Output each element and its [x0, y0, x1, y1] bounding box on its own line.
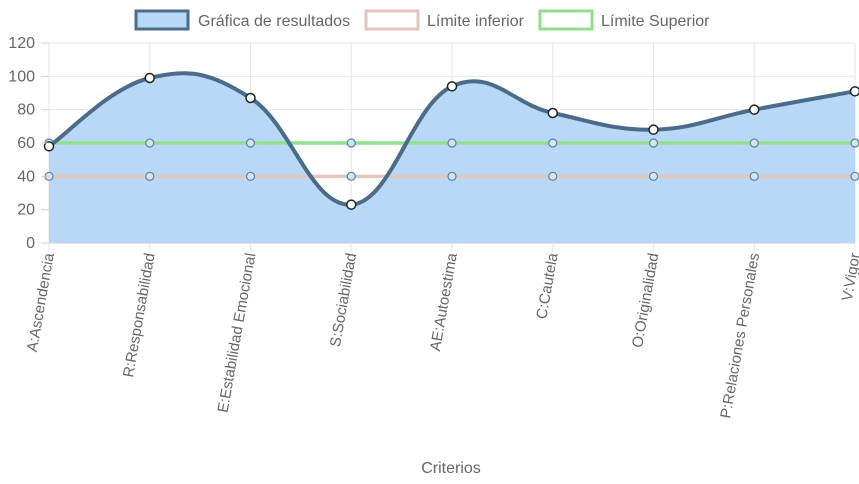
results-point[interactable]	[547, 107, 558, 119]
upper-limit-point[interactable]	[346, 138, 356, 148]
lower-limit-point[interactable]	[145, 171, 155, 181]
x-axis: A:Ascendencia R:Responsabilidad E:Estabili…	[24, 251, 859, 420]
legend-item-results[interactable]: Gráfica de resultados	[134, 9, 350, 31]
y-tick-label: 120	[8, 35, 35, 52]
legend-swatch	[134, 9, 190, 31]
x-tick-label: R:Responsabilidad	[120, 252, 159, 379]
upper-limit-point[interactable]	[749, 138, 759, 148]
legend-swatch	[538, 9, 594, 31]
lower-limit-point[interactable]	[548, 171, 558, 181]
results-point[interactable]	[43, 141, 55, 152]
y-tick-label: 40	[17, 168, 35, 185]
legend-label: Límite inferior	[427, 13, 525, 30]
upper-limit-point[interactable]	[145, 138, 155, 148]
x-tick-label: P:Relaciones Personales	[717, 252, 763, 420]
results-line	[47, 71, 856, 207]
lower-limit-point[interactable]	[850, 171, 859, 181]
x-axis-title: Criterios	[421, 460, 481, 477]
y-tick-label: 20	[17, 202, 35, 219]
results-point[interactable]	[245, 92, 256, 104]
results-area-fill	[49, 73, 855, 243]
lower-limit-point[interactable]	[648, 171, 659, 181]
lower-limit-point[interactable]	[447, 171, 457, 181]
y-tick-label: 100	[8, 68, 35, 85]
lower-limit-point[interactable]	[749, 171, 759, 181]
results-area	[49, 73, 855, 243]
data-points	[43, 72, 859, 210]
lower-limit-point[interactable]	[245, 171, 256, 181]
legend-item-lower-limit[interactable]: Límite inferior	[364, 9, 525, 31]
upper-limit-point[interactable]	[548, 138, 558, 148]
legend: Gráfica de resultados Límite inferior Lími…	[134, 9, 710, 31]
legend-swatch	[364, 9, 420, 31]
results-point[interactable]	[446, 81, 458, 92]
results-point[interactable]	[346, 199, 357, 210]
y-tick-label: 0	[26, 235, 35, 252]
x-tick-label: S:Sociabilidad	[327, 252, 360, 349]
upper-limit-point[interactable]	[850, 138, 859, 148]
x-tick-label: V:Vigor	[839, 252, 859, 303]
results-point[interactable]	[849, 86, 859, 97]
legend-label: Límite Superior	[601, 13, 710, 30]
results-point[interactable]	[648, 124, 659, 135]
results-point[interactable]	[144, 72, 155, 84]
results-point[interactable]	[749, 104, 760, 115]
x-tick-label: C:Cautela	[533, 251, 561, 320]
upper-limit-point[interactable]	[648, 138, 659, 148]
x-tick-label: O:Originalidad	[629, 252, 662, 349]
y-tick-label: 60	[17, 135, 35, 152]
y-axis: 0 20 40 60 80 100 120	[8, 35, 49, 252]
legend-item-upper-limit[interactable]: Límite Superior	[538, 9, 710, 31]
lower-limit-point[interactable]	[346, 171, 356, 181]
x-tick-label: E:Estabilidad Emocional	[215, 252, 260, 414]
upper-limit-point[interactable]	[447, 138, 457, 148]
upper-limit-point[interactable]	[245, 138, 256, 148]
y-tick-label: 80	[17, 102, 35, 119]
x-tick-label: A:Ascendencia	[24, 251, 58, 353]
x-tick-label: AE:Autoestima	[427, 251, 461, 352]
legend-label: Gráfica de resultados	[198, 13, 350, 30]
